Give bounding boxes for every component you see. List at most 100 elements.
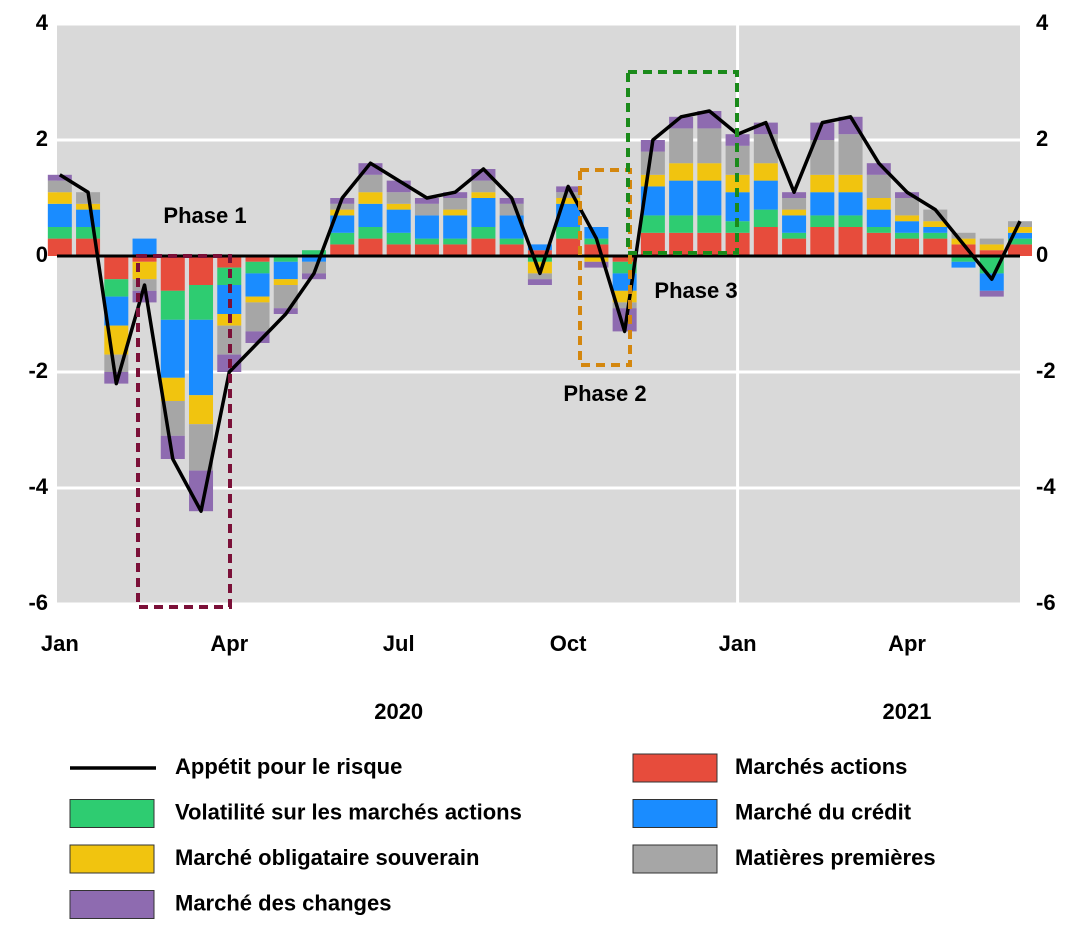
x-tick-label: Jul: [383, 631, 415, 656]
lines: [58, 109, 1022, 513]
bar-segment: [443, 209, 468, 216]
bar-segment: [301, 256, 326, 262]
bar-segment: [189, 285, 214, 320]
legend-label: Matières premières: [735, 845, 936, 870]
bar-segment: [1007, 232, 1033, 239]
bar-segment: [895, 192, 920, 198]
bar-segment: [471, 192, 496, 198]
bar-segment: [160, 435, 185, 459]
bar-segment: [979, 273, 1004, 291]
y-tick-label: -2: [28, 358, 48, 383]
bar-segment: [330, 244, 355, 256]
bar-segment: [782, 209, 807, 216]
bar-segment: [753, 180, 778, 210]
bar-segment: [640, 174, 665, 187]
legend-label: Marché obligataire souverain: [175, 845, 479, 870]
y2-tick-label: 2: [1036, 126, 1048, 151]
bar-segment: [866, 174, 891, 198]
bar-segment: [273, 279, 298, 285]
bar-segment: [923, 209, 948, 222]
bar-segment: [414, 203, 439, 216]
bar-segment: [782, 238, 807, 256]
bar-segment: [951, 244, 976, 256]
x-tick-label: Apr: [888, 631, 926, 656]
bar-segment: [132, 238, 157, 256]
bar-segment: [443, 198, 468, 210]
bar-segment: [556, 192, 581, 198]
bar-segment: [951, 232, 976, 239]
bar-segment: [386, 192, 411, 204]
bar-segment: [499, 215, 524, 239]
legend-swatch: [69, 890, 155, 919]
bar-segment: [979, 244, 1004, 251]
bar-segment: [245, 296, 270, 303]
bar-segment: [923, 238, 948, 256]
legend-label: Marché du crédit: [735, 799, 912, 824]
legend-swatch: [632, 799, 718, 828]
bar-segment: [866, 198, 891, 210]
bar-segment: [330, 215, 355, 233]
bar-segment: [979, 250, 1004, 256]
bar-segment: [584, 256, 609, 262]
bar-segment: [358, 227, 383, 239]
legend-label: Marchés actions: [735, 754, 907, 779]
bar-segment: [47, 174, 72, 181]
bar-segment: [386, 232, 411, 245]
bar-segment: [358, 192, 383, 204]
y2-tick-label: 0: [1036, 242, 1048, 267]
x-tick-label: Oct: [550, 631, 587, 656]
bar-segment: [556, 198, 581, 204]
bar-segment: [414, 244, 439, 256]
y2-tick-label: -4: [1036, 474, 1056, 499]
bar-segment: [132, 256, 157, 262]
bar-segment: [1007, 244, 1033, 256]
bar-segment: [923, 221, 948, 227]
x-group-label: 2020: [374, 699, 423, 724]
bar-segment: [47, 203, 72, 227]
bar-segment: [866, 227, 891, 233]
bar-segment: [499, 244, 524, 256]
bar-segment: [499, 238, 524, 245]
bar-segment: [104, 279, 129, 297]
bar-segment: [471, 227, 496, 239]
bar-segment: [782, 232, 807, 239]
bar-segment: [810, 192, 835, 216]
bar-segment: [76, 209, 101, 227]
bar-segment: [245, 331, 270, 343]
bar-segment: [414, 198, 439, 204]
bar-segment: [245, 256, 270, 262]
bar-segment: [838, 134, 863, 175]
bar-segment: [414, 238, 439, 245]
legend-label: Appétit pour le risque: [175, 754, 402, 779]
bar-segment: [189, 256, 214, 285]
bar-segment: [895, 232, 920, 239]
bar-segment: [951, 238, 976, 245]
bar-segment: [273, 256, 298, 262]
legend-swatch: [632, 844, 718, 874]
bar-segment: [330, 232, 355, 245]
bar-segment: [725, 134, 750, 146]
bar-segment: [443, 192, 468, 198]
bar-segment: [669, 116, 694, 129]
bar-segment: [895, 221, 920, 233]
bar-segment: [443, 238, 468, 245]
bar-segment: [245, 261, 270, 274]
phase-1-box: [136, 254, 232, 609]
bar-segment: [753, 134, 778, 164]
bar-segment: [838, 192, 863, 216]
bar-segment: [979, 238, 1004, 245]
bar-segment: [640, 215, 665, 233]
bar-segment: [838, 215, 863, 227]
bar-segment: [386, 203, 411, 210]
bar-segment: [527, 256, 552, 262]
bar-segment: [132, 290, 157, 303]
bar-segment: [640, 232, 665, 256]
x-tick-label: Jan: [719, 631, 757, 656]
bar-segment: [47, 227, 72, 239]
y-tick-label: 2: [36, 126, 48, 151]
bar-segment: [471, 169, 496, 181]
bar-segment: [725, 232, 750, 256]
bar-segment: [753, 122, 778, 135]
bar-segment: [301, 250, 326, 256]
